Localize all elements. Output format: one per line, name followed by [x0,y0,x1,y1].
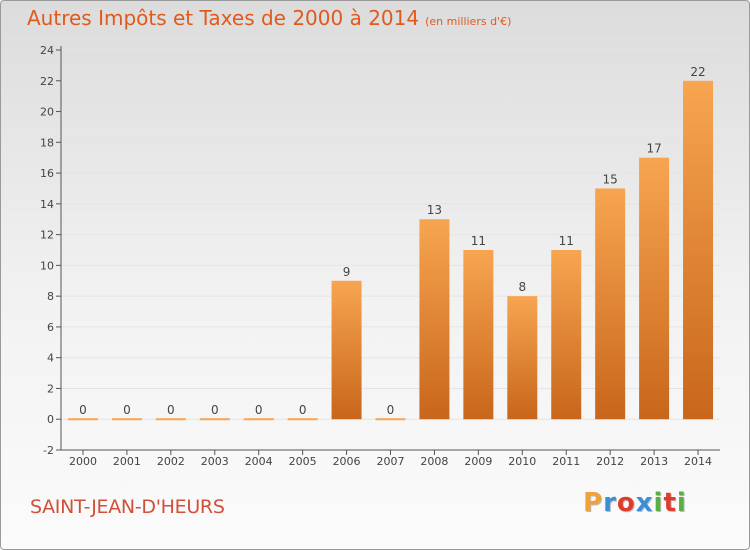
x-tick-label: 2011 [552,455,580,468]
bar-2013 [639,157,670,420]
commune-name: SAINT-JEAN-D'HEURS [30,496,225,518]
x-tick-label: 2014 [684,455,712,468]
bar-2011 [551,250,582,420]
bar-2012 [595,188,626,420]
y-tick-label: 16 [40,167,54,180]
x-tick-label: 2006 [333,455,361,468]
x-tick-label: 2008 [420,455,448,468]
chart-title-unit: (en milliers d'€) [425,15,512,28]
x-tick-label: 2009 [464,455,492,468]
y-tick-label: 14 [40,198,54,211]
data-label: 8 [518,280,526,294]
data-label: 11 [559,234,574,248]
bar-2001 [111,418,142,421]
y-tick-label: 24 [40,44,54,57]
bar-2003 [199,418,230,421]
data-label: 11 [471,234,486,248]
logo-letter: t [663,488,677,518]
logo-letter: x [635,488,654,518]
logo-letter: i [653,488,664,518]
logo-letter: P [583,488,604,518]
data-label: 0 [123,403,131,417]
y-tick-label: 10 [40,259,54,272]
bar-2002 [155,418,186,421]
bar-2000 [67,418,98,421]
logo-letter: o [616,488,636,518]
bar-2010 [507,296,538,420]
bar-2005 [287,418,318,421]
data-label: 22 [690,65,705,79]
data-label: 0 [79,403,87,417]
x-tick-label: 2000 [69,455,97,468]
x-tick-label: 2007 [377,455,405,468]
bar-2014 [683,80,714,420]
x-tick-label: 2013 [640,455,668,468]
proxiti-logo[interactable]: Proxiti [583,488,687,518]
chart-title: Autres Impôts et Taxes de 2000 à 2014 (en… [27,6,511,30]
data-label: 17 [646,142,661,156]
x-tick-label: 2004 [245,455,273,468]
y-tick-label: 4 [47,352,54,365]
y-tick-label: 2 [47,382,54,395]
y-tick-label: 0 [47,413,54,426]
y-tick-label: 12 [40,229,54,242]
bar-2008 [419,219,450,420]
logo-letter: i [676,488,687,518]
x-tick-label: 2002 [157,455,185,468]
x-tick-label: 2010 [508,455,536,468]
logo-letter: r [603,488,617,518]
x-tick-label: 2001 [113,455,141,468]
chart-title-main: Autres Impôts et Taxes de 2000 à 2014 [27,6,420,30]
data-label: 13 [427,203,442,217]
x-tick-label: 2005 [289,455,317,468]
y-tick-label: -2 [43,444,54,457]
x-tick-label: 2003 [201,455,229,468]
data-label: 9 [343,265,351,279]
data-label: 0 [167,403,175,417]
y-tick-label: 18 [40,136,54,149]
y-tick-label: 6 [47,321,54,334]
x-tick-label: 2012 [596,455,624,468]
data-label: 0 [255,403,263,417]
data-label: 0 [211,403,219,417]
y-tick-label: 20 [40,106,54,119]
bar-2004 [243,418,274,421]
data-label: 0 [299,403,307,417]
bar-2009 [463,250,494,420]
data-label: 0 [387,403,395,417]
y-tick-label: 8 [47,290,54,303]
data-label: 15 [603,172,618,186]
bar-2007 [375,418,406,421]
bar-2006 [331,280,362,420]
y-tick-label: 22 [40,75,54,88]
